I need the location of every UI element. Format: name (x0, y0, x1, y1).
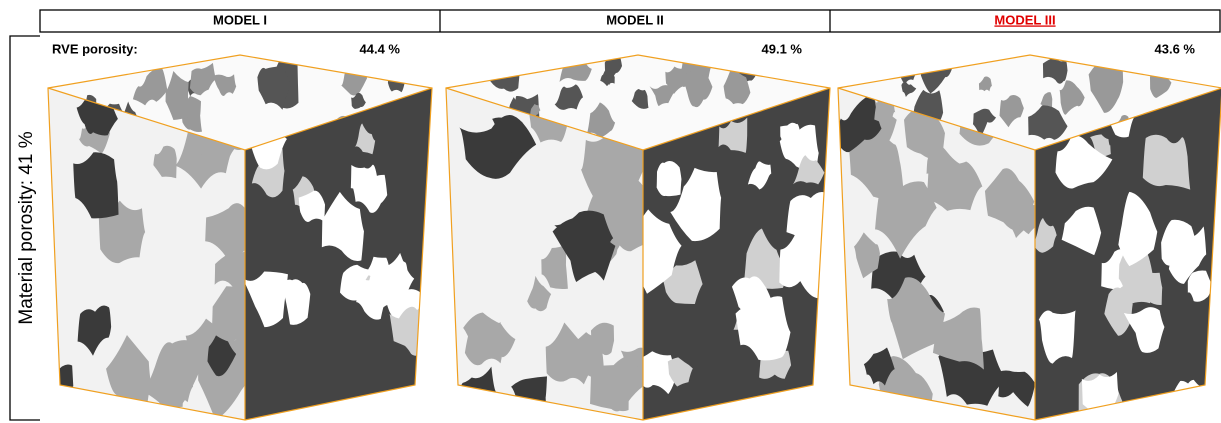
rve-porosity: 49.1 % (762, 41, 803, 56)
pore (511, 376, 547, 423)
pore (43, 365, 73, 414)
cube-renderings (43, 34, 1221, 423)
solid (657, 161, 682, 196)
cube (43, 55, 436, 420)
figure: MODEL I MODEL II MODEL III Material poro… (0, 0, 1221, 423)
rve-label: RVE porosity: (52, 41, 138, 56)
pore (388, 68, 405, 92)
row-label: Material porosity: 41 % (16, 131, 37, 324)
model-header: MODEL II (606, 12, 664, 27)
rve-porosity: 43.6 % (1155, 41, 1196, 56)
solid (1143, 135, 1190, 190)
cube (446, 34, 850, 423)
rve-porosity: 44.4 % (360, 41, 401, 56)
cube (835, 43, 1221, 423)
pore (560, 55, 592, 82)
model-header: MODEL I (213, 12, 267, 27)
model-header: MODEL III (994, 12, 1055, 27)
pore (156, 379, 183, 417)
